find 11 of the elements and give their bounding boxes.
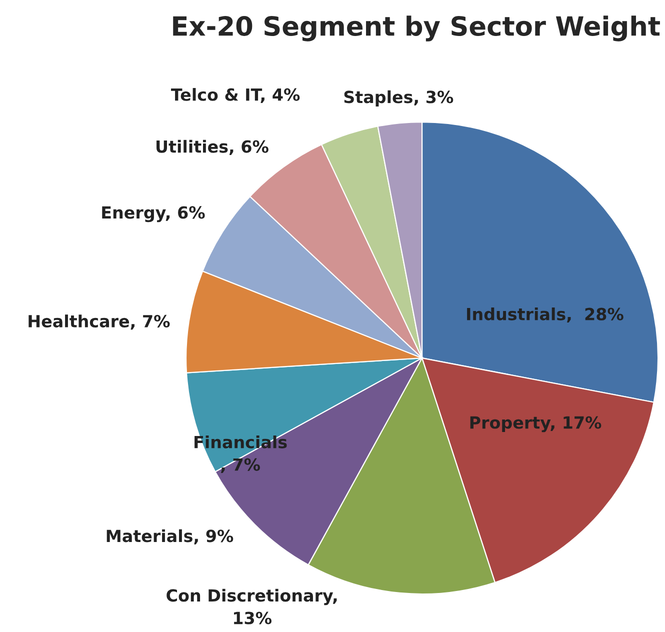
slice-label: Industrials, 28% (467, 307, 624, 323)
slice-label: Healthcare, 7% (28, 314, 170, 330)
chart-title: Ex-20 Segment by Sector Weight (173, 16, 660, 42)
slice-label: Con Discretionary, 13% (166, 588, 337, 624)
slice-label: Utilities, 6% (156, 140, 268, 155)
slice-label: Property, 17% (470, 416, 602, 432)
slice-label: Telco & IT, 4% (171, 88, 300, 104)
slice-label: Materials, 9% (106, 529, 234, 544)
slice-label: Staples, 3% (344, 90, 454, 107)
slice-label: Energy, 6% (102, 206, 205, 222)
data-label: , 7% (220, 458, 260, 473)
